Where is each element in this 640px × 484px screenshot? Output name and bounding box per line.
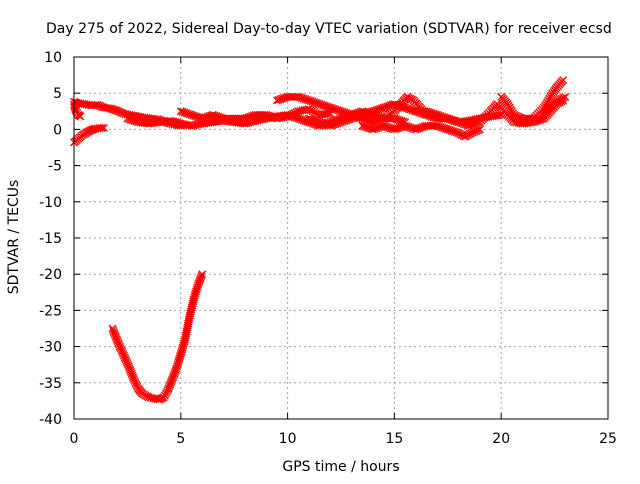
- y-tick-label: -5: [48, 159, 62, 175]
- y-tick-label: -25: [39, 303, 62, 319]
- y-tick-label: -15: [39, 231, 62, 247]
- data-point: [197, 272, 206, 281]
- data-point: [76, 112, 85, 121]
- data-point: [561, 92, 570, 101]
- y-axis-label: SDTVAR / TECUs: [6, 180, 22, 295]
- x-tick-label: 10: [279, 431, 297, 447]
- series-arc-2: [70, 123, 108, 147]
- x-tick-label: 15: [385, 431, 403, 447]
- chart-title: Day 275 of 2022, Sidereal Day-to-day VTE…: [46, 21, 612, 37]
- data-point: [326, 109, 335, 118]
- y-tick-label: -30: [39, 340, 62, 356]
- data-layer: [70, 76, 570, 404]
- series-arc-4: [108, 270, 207, 404]
- tick-layer: [73, 56, 609, 420]
- x-tick-label: 0: [70, 431, 79, 447]
- series-arc-6: [176, 105, 335, 123]
- data-point: [97, 123, 106, 132]
- y-tick-label: 10: [44, 50, 62, 66]
- y-tick-label: 5: [53, 86, 62, 102]
- y-tick-label: -20: [39, 267, 62, 283]
- x-tick-label: 5: [176, 431, 185, 447]
- data-point: [198, 270, 207, 279]
- data-point: [559, 76, 568, 85]
- x-tick-label: 25: [599, 431, 617, 447]
- y-tick-label: 0: [53, 122, 62, 138]
- y-tick-label: -40: [39, 412, 62, 428]
- y-tick-label: -35: [39, 376, 62, 392]
- data-point: [99, 123, 108, 132]
- x-axis-label: GPS time / hours: [282, 459, 399, 475]
- y-tick-label: -10: [39, 195, 62, 211]
- label-layer: 0 5 10 15 20 25 10 5 0 -5 -10 -15 -20 -25 -30 -35 -40: [39, 50, 617, 447]
- series-arc-12: [529, 92, 570, 125]
- x-tick-label: 20: [492, 431, 510, 447]
- series-arc-9: [358, 121, 484, 141]
